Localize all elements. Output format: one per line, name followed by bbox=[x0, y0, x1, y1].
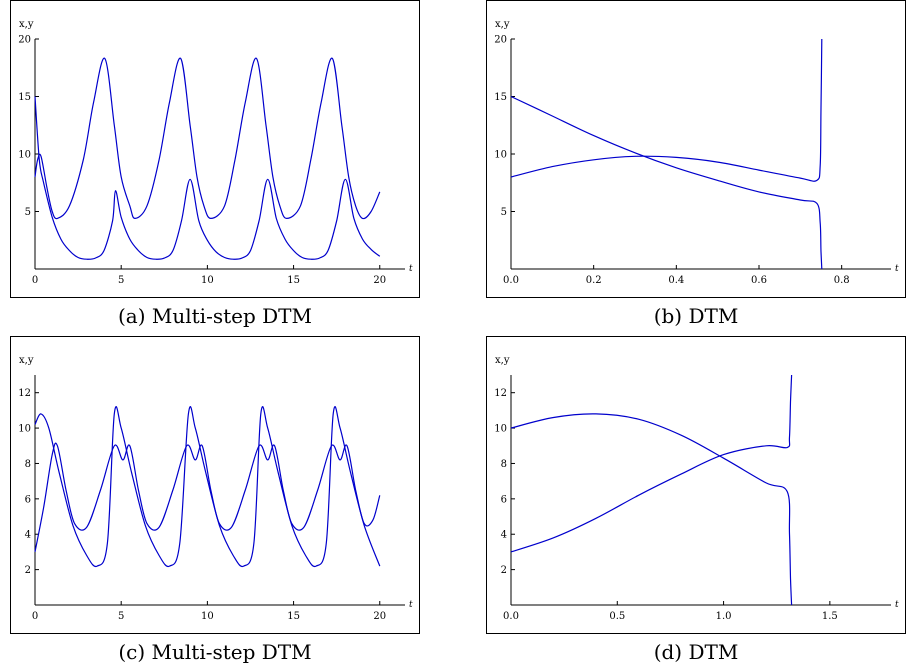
x-axis-label: t bbox=[409, 264, 413, 274]
y-tick-label: 5 bbox=[25, 207, 31, 218]
x-axis-label: t bbox=[895, 600, 899, 610]
x-axis-label: t bbox=[409, 600, 413, 610]
series-line-2 bbox=[510, 38, 823, 182]
chart-caption: (a) Multi-step DTM bbox=[118, 304, 312, 328]
series-line-2 bbox=[34, 57, 381, 220]
y-tick-label: 10 bbox=[494, 424, 507, 435]
y-tick-label: 4 bbox=[25, 530, 31, 541]
x-tick-label: 0.0 bbox=[503, 275, 519, 286]
series-line-2 bbox=[510, 374, 793, 553]
chart-caption: (c) Multi-step DTM bbox=[118, 640, 312, 664]
x-tick-label: 1.0 bbox=[716, 611, 732, 622]
x-tick-label: 5 bbox=[118, 611, 124, 622]
x-tick-label: 15 bbox=[287, 611, 300, 622]
y-tick-label: 6 bbox=[501, 494, 507, 505]
y-tick-label: 15 bbox=[18, 92, 31, 103]
y-tick-label: 10 bbox=[494, 150, 507, 161]
y-tick-label: 8 bbox=[501, 459, 507, 470]
x-tick-label: 0 bbox=[32, 611, 38, 622]
x-tick-label: 0.6 bbox=[751, 275, 767, 286]
plot-svg: 5 10 15 20 0 5 10 15 20 x,y t bbox=[18, 19, 413, 286]
series-line-1 bbox=[510, 95, 823, 270]
plot-frame: 2 4 6 8 10 12 0 5 10 15 20 x,y t bbox=[10, 336, 420, 634]
y-tick-label: 12 bbox=[494, 388, 507, 399]
x-axis-label: t bbox=[895, 264, 899, 274]
x-tick-label: 10 bbox=[201, 611, 214, 622]
x-tick-label: 0.4 bbox=[668, 275, 684, 286]
y-tick-label: 5 bbox=[501, 207, 507, 218]
series-line-1 bbox=[510, 413, 793, 606]
y-tick-label: 20 bbox=[494, 35, 507, 46]
plot-svg: 2 4 6 8 10 12 0 5 10 15 20 x,y t bbox=[18, 355, 413, 622]
y-tick-label: 15 bbox=[494, 92, 507, 103]
y-tick-label: 10 bbox=[18, 424, 31, 435]
y-tick-label: 4 bbox=[501, 530, 507, 541]
x-tick-label: 5 bbox=[118, 275, 124, 286]
x-tick-label: 0.2 bbox=[586, 275, 602, 286]
y-tick-label: 8 bbox=[25, 459, 31, 470]
series-line-2 bbox=[34, 442, 381, 553]
plot-svg: 5 10 15 20 0.0 0.2 0.4 0.6 0.8 x,y t bbox=[494, 19, 899, 286]
plot-frame: 5 10 15 20 0.0 0.2 0.4 0.6 0.8 x,y t bbox=[486, 0, 906, 298]
x-tick-label: 0 bbox=[32, 275, 38, 286]
series-line-1 bbox=[34, 96, 381, 260]
plot-frame: 2 4 6 8 10 12 0.0 0.5 1.0 1.5 x,y t bbox=[486, 336, 906, 634]
x-tick-label: 20 bbox=[373, 275, 386, 286]
y-tick-label: 6 bbox=[25, 494, 31, 505]
y-tick-label: 2 bbox=[25, 565, 31, 576]
chart-caption: (d) DTM bbox=[653, 640, 739, 664]
y-axis-label: x,y bbox=[495, 19, 510, 30]
series-line-1 bbox=[34, 406, 381, 568]
chart-caption: (b) DTM bbox=[653, 304, 739, 328]
x-tick-label: 0.0 bbox=[503, 611, 519, 622]
plot-svg: 2 4 6 8 10 12 0.0 0.5 1.0 1.5 x,y t bbox=[494, 355, 899, 622]
x-tick-label: 0.5 bbox=[609, 611, 625, 622]
x-tick-label: 10 bbox=[201, 275, 214, 286]
plot-frame: 5 10 15 20 0 5 10 15 20 x,y t bbox=[10, 0, 420, 298]
y-tick-label: 12 bbox=[18, 388, 31, 399]
y-tick-label: 10 bbox=[18, 150, 31, 161]
x-tick-label: 1.5 bbox=[822, 611, 838, 622]
x-tick-label: 20 bbox=[373, 611, 386, 622]
y-axis-label: x,y bbox=[19, 19, 34, 30]
y-axis-label: x,y bbox=[495, 355, 510, 366]
x-tick-label: 0.8 bbox=[834, 275, 850, 286]
y-tick-label: 20 bbox=[18, 35, 31, 46]
x-tick-label: 15 bbox=[287, 275, 300, 286]
y-axis-label: x,y bbox=[19, 355, 34, 366]
y-tick-label: 2 bbox=[501, 565, 507, 576]
